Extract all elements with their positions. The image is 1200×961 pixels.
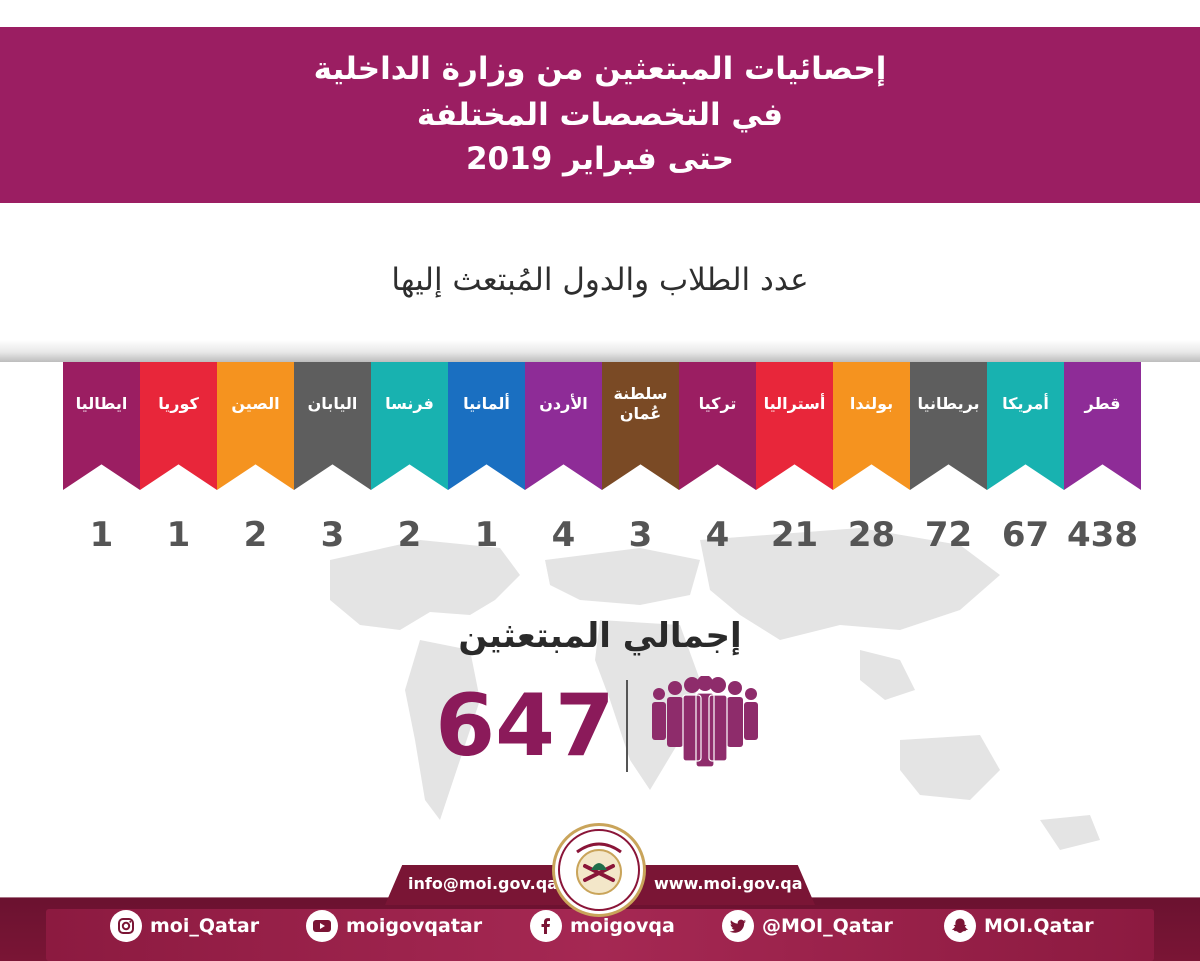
total-label: إجمالي المبتعثين [458, 616, 742, 656]
people-group-icon [652, 676, 758, 768]
youtube-icon [306, 910, 338, 942]
social-handle: moi_Qatar [150, 915, 260, 937]
facebook-icon [530, 910, 562, 942]
count-qatar: 438 [1067, 515, 1138, 555]
social-twitter[interactable]: @MOI_Qatar [722, 909, 893, 943]
banner-china: الصين [217, 362, 294, 490]
social-youtube[interactable]: moigovqatar [306, 909, 482, 943]
count-poland: 28 [847, 515, 896, 555]
count-korea: 1 [166, 515, 191, 555]
country-label-line-1: سلطنة [613, 384, 668, 403]
instagram-icon [110, 910, 142, 942]
country-label: الأردن [539, 394, 588, 413]
count-turkey: 4 [705, 515, 730, 555]
header-banner: إحصائيات المبتعثين من وزارة الداخلية في … [0, 27, 1200, 203]
country-label: اليابان [307, 394, 358, 413]
country-label: كوريا [158, 394, 199, 413]
count-china: 2 [243, 515, 268, 555]
country-label: أستراليا [763, 394, 826, 413]
social-handle: MOI.Qatar [984, 915, 1094, 937]
section-subtitle: عدد الطلاب والدول المُبتعث إليها [391, 262, 809, 298]
qatar-emblem-logo [555, 826, 643, 914]
total-value: 647 [435, 676, 615, 776]
country-label: ايطاليا [75, 394, 128, 413]
count-uk: 72 [924, 515, 973, 555]
page-title-line-2: في التخصصات المختلفة [416, 97, 784, 133]
contact-website-link[interactable]: www.moi.gov.qa [654, 874, 803, 893]
country-label: الصين [231, 394, 280, 413]
count-jordan: 4 [551, 515, 576, 555]
total-divider [626, 680, 628, 772]
contact-email-link[interactable]: info@moi.gov.qa [408, 874, 558, 893]
count-italy: 1 [89, 515, 114, 555]
count-oman: 3 [628, 515, 653, 555]
country-label: فرنسا [385, 394, 434, 413]
country-label-line-2: عُمان [619, 404, 662, 423]
snapchat-icon [944, 910, 976, 942]
country-label: ألمانيا [463, 394, 510, 413]
country-label: بريطانيا [917, 394, 980, 413]
country-label: سلطنة عُمان [602, 384, 679, 424]
count-usa: 67 [1001, 515, 1050, 555]
social-handle: @MOI_Qatar [762, 915, 893, 937]
country-label: أمريكا [1002, 394, 1049, 413]
banner-shelf-shadow [0, 340, 1200, 362]
social-handle: moigovqa [570, 915, 675, 937]
social-facebook[interactable]: moigovqa [530, 909, 675, 943]
country-label: بولندا [849, 394, 894, 413]
country-label: تركيا [698, 394, 737, 413]
count-australia: 21 [770, 515, 819, 555]
count-japan: 3 [320, 515, 345, 555]
country-label: قطر [1084, 394, 1121, 413]
page-title-line-1: إحصائيات المبتعثين من وزارة الداخلية [313, 51, 887, 87]
count-france: 2 [397, 515, 422, 555]
page-title-line-3: حتى فبراير 2019 [465, 141, 734, 177]
social-instagram[interactable]: moi_Qatar [110, 909, 259, 943]
social-snapchat[interactable]: MOI.Qatar [944, 909, 1094, 943]
social-handle: moigovqatar [346, 915, 483, 937]
count-germany: 1 [474, 515, 499, 555]
twitter-icon [722, 910, 754, 942]
